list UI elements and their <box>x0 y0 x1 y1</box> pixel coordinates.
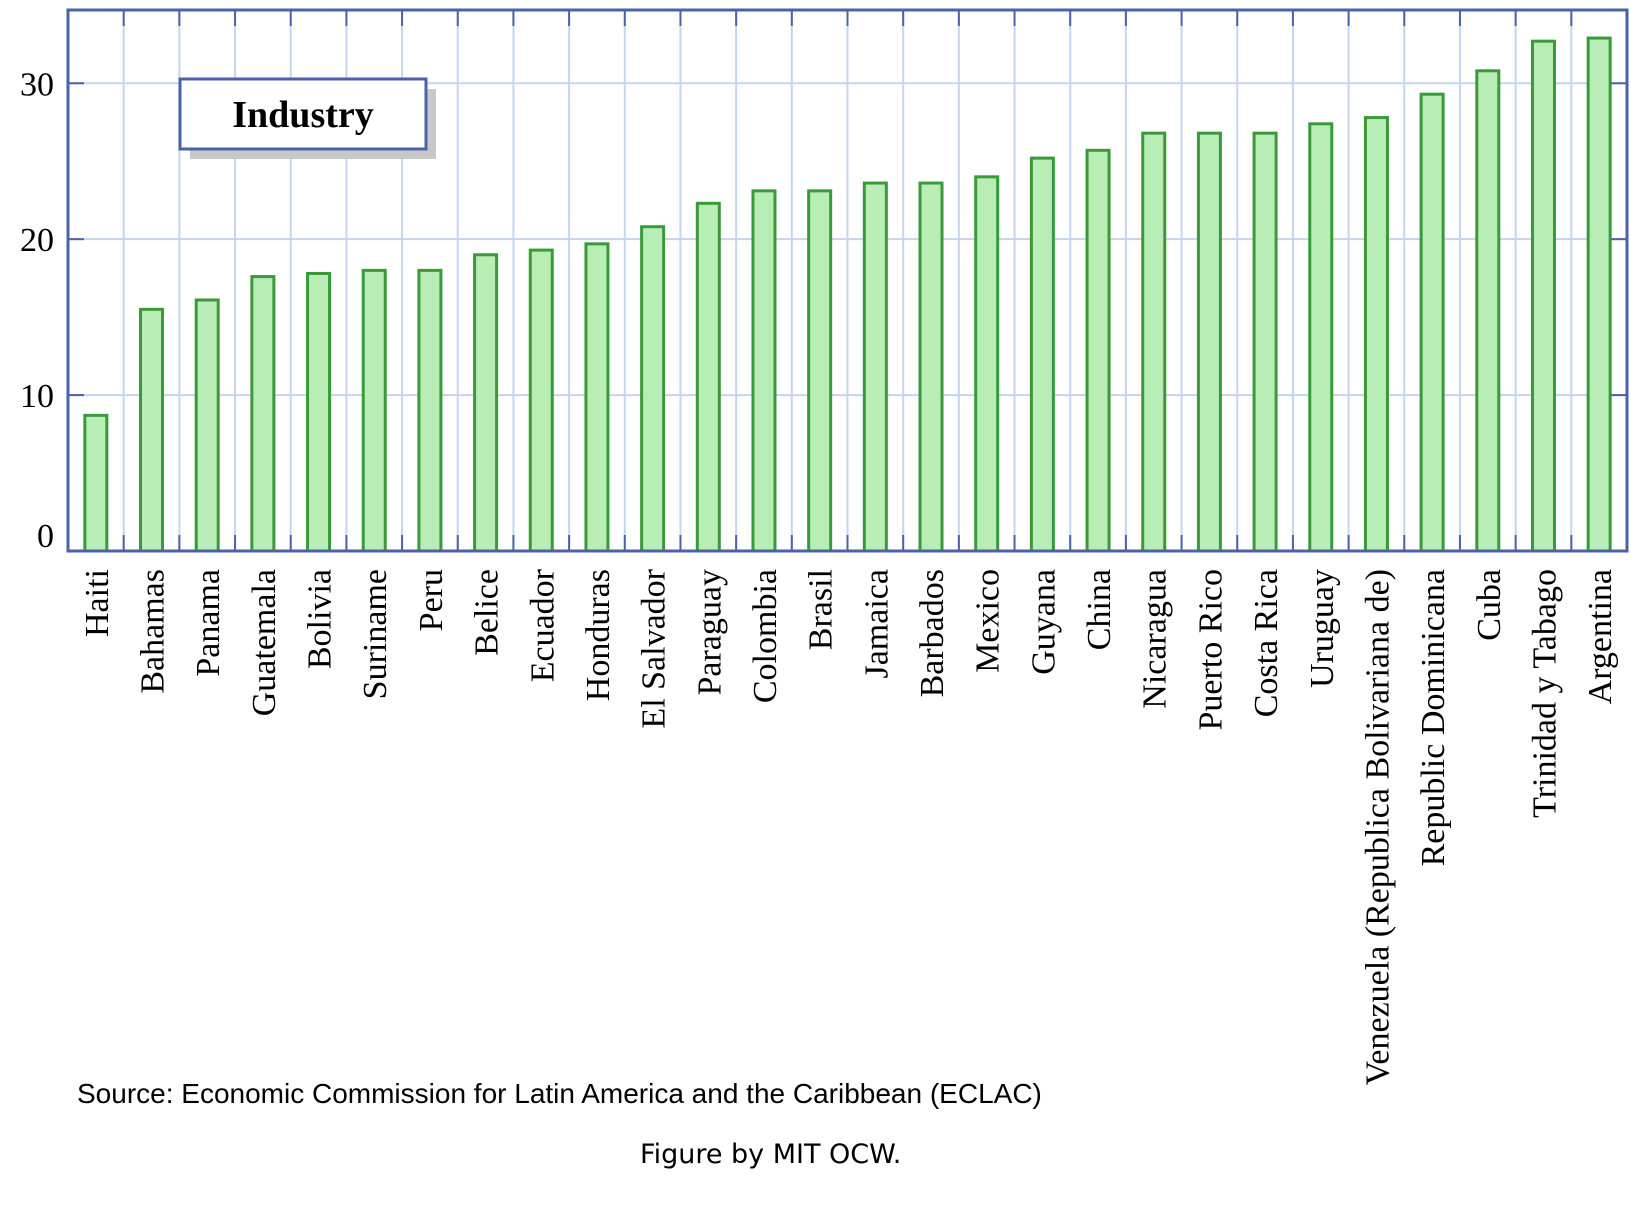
category-label: Guyana <box>1025 569 1062 675</box>
bar <box>807 189 833 553</box>
category-label: Costa Rica <box>1248 569 1285 717</box>
bar <box>918 181 944 553</box>
category-label: Trinidad y Tabago <box>1526 569 1563 818</box>
bar <box>306 271 332 553</box>
y-tick-label: 10 <box>20 378 54 415</box>
bar <box>1308 122 1334 553</box>
bar <box>1586 36 1612 553</box>
category-label: Bahamas <box>135 569 172 694</box>
category-label: Guatemala <box>246 569 283 716</box>
bar <box>1085 148 1111 553</box>
category-label: Haiti <box>79 569 116 637</box>
bar <box>528 248 554 553</box>
category-labels: Haiti Bahamas Panama Guatemala Bolivia Surina… <box>79 568 1619 1085</box>
bar <box>1475 69 1501 553</box>
category-label: Panama <box>190 569 227 677</box>
figure-credit: Figure by MIT OCW. <box>640 1139 902 1170</box>
bar <box>250 275 276 553</box>
category-label: Ecuador <box>524 568 561 682</box>
category-label: Bolivia <box>302 569 339 669</box>
category-label: Suriname <box>357 569 394 699</box>
bar <box>1530 39 1556 553</box>
category-label: Uruguay <box>1304 569 1341 688</box>
category-label: China <box>1081 569 1118 650</box>
y-tick-label: 20 <box>20 222 54 259</box>
category-label: Nicaragua <box>1137 569 1174 709</box>
y-tick-label: 0 <box>37 518 54 555</box>
y-tick-label: 30 <box>20 66 54 103</box>
legend-label: Industry <box>232 94 374 136</box>
bar <box>139 307 165 553</box>
bar <box>194 298 220 553</box>
bar <box>1029 156 1055 553</box>
legend-box <box>178 77 428 151</box>
bar <box>640 225 666 553</box>
category-label: Belice <box>469 569 506 656</box>
bar <box>1196 131 1222 553</box>
bar <box>974 175 1000 553</box>
axis-ticks <box>68 10 1627 551</box>
category-label: Republic Dominicana <box>1415 569 1452 866</box>
bar <box>862 181 888 553</box>
bar <box>584 242 610 553</box>
category-label: El Salvador <box>636 568 673 728</box>
bars <box>83 36 1612 553</box>
category-label: Colombia <box>747 569 784 703</box>
source-note: Source: Economic Commission for Latin Am… <box>77 1078 1042 1109</box>
category-label: Argentina <box>1582 569 1619 704</box>
category-label: Brasil <box>803 569 840 650</box>
category-label: Honduras <box>580 569 617 701</box>
legend: Industry <box>178 77 436 159</box>
category-label: Puerto Rico <box>1192 569 1229 730</box>
bar <box>751 189 777 553</box>
y-tick-labels: 0 10 20 30 <box>20 66 54 555</box>
category-label: Barbados <box>914 569 951 697</box>
bar <box>1363 116 1389 553</box>
bar <box>417 268 443 553</box>
bar <box>473 253 499 553</box>
bar <box>1141 131 1167 553</box>
category-label: Jamaica <box>858 569 895 679</box>
bar <box>1419 92 1445 553</box>
bar <box>361 268 387 553</box>
bar <box>1252 131 1278 553</box>
category-label: Cuba <box>1471 569 1508 641</box>
category-label: Peru <box>413 569 450 631</box>
bar <box>83 413 109 553</box>
category-label: Venezuela (Republica Bolivariana de) <box>1359 569 1396 1085</box>
category-label: Mexico <box>970 569 1007 673</box>
category-label: Paraguay <box>691 569 728 696</box>
bar <box>695 201 721 553</box>
